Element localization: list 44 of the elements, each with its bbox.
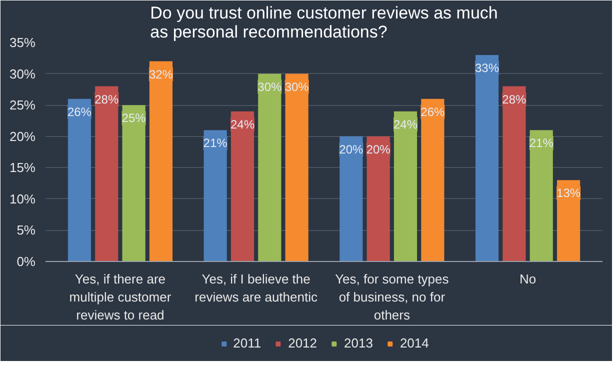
- legend-label: 2014: [400, 336, 429, 350]
- bar: [230, 111, 254, 262]
- y-tick-label: 30%: [9, 66, 36, 82]
- bar: [421, 98, 444, 262]
- text: 32%: [148, 67, 173, 82]
- x-tick-label: Yes, if there are multiple customer reviews to read: [69, 272, 172, 322]
- text: 28%: [502, 92, 526, 106]
- text: 26%: [67, 104, 92, 119]
- text: 20%: [366, 142, 390, 156]
- bar: [258, 74, 282, 262]
- bar: [502, 86, 526, 262]
- text: 26%: [420, 104, 445, 119]
- x-tick-label: Yes, for some types of business, no for others: [335, 272, 450, 322]
- y-tick-label: 20%: [9, 128, 36, 144]
- bar: [394, 111, 418, 262]
- text: 30%: [284, 80, 309, 94]
- text: 28%: [94, 92, 119, 106]
- bar: [95, 86, 118, 262]
- text: 24%: [230, 117, 255, 132]
- bar: [149, 61, 173, 262]
- text: 24%: [394, 117, 418, 132]
- text: 25%: [122, 111, 146, 126]
- text: 13%: [556, 186, 581, 200]
- text: 33%: [475, 61, 500, 76]
- x-tick-label: Yes, if I believe the reviews are authentic: [194, 272, 318, 304]
- bar: [122, 105, 146, 262]
- y-tick-label: 5%: [16, 222, 36, 238]
- bar: [475, 55, 499, 262]
- y-tick-label: 0%: [16, 254, 36, 269]
- y-tick-label: 10%: [9, 191, 36, 206]
- chart-title: Do you trust online customer reviews as much as personal recommendations?: [150, 4, 498, 42]
- legend-label: 2011: [233, 336, 262, 350]
- y-tick-label: 35%: [9, 35, 36, 50]
- legend-label: 2012: [288, 336, 318, 350]
- text: 21%: [529, 136, 554, 150]
- text: 30%: [258, 80, 282, 94]
- text: 21%: [203, 136, 228, 150]
- x-tick-label: No: [519, 272, 536, 286]
- y-tick-label: 15%: [9, 160, 36, 176]
- bar: [68, 98, 92, 262]
- legend-label: 2013: [344, 336, 373, 350]
- bar: [285, 74, 308, 262]
- y-tick-label: 25%: [9, 98, 36, 113]
- text: 20%: [339, 142, 364, 156]
